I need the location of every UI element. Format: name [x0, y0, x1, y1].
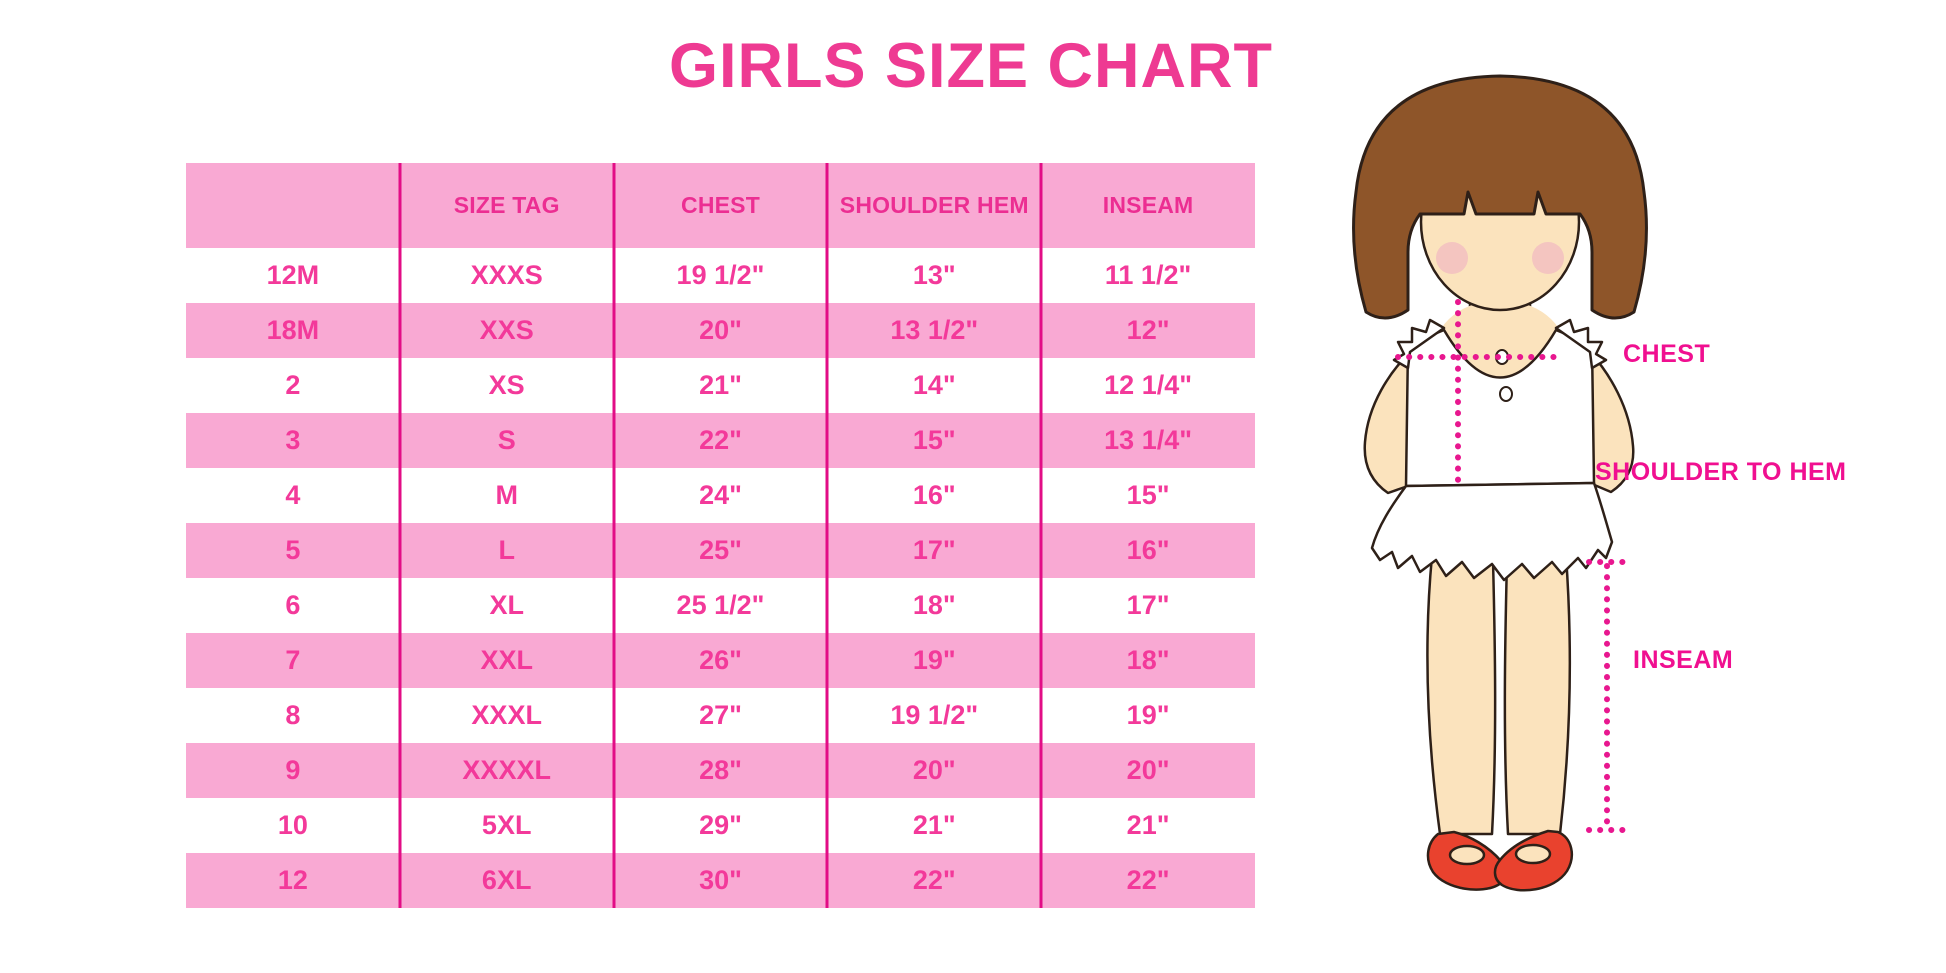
table-cell-inseam: 21" — [1126, 810, 1170, 840]
girl-hair — [1352, 74, 1648, 320]
table-cell-size: 9 — [285, 755, 301, 785]
table-cell-inseam: 15" — [1126, 480, 1170, 510]
table-row: 2 XS 21" 14" 12 1/4" — [186, 358, 1255, 413]
table-cell-inseam: 17" — [1126, 590, 1170, 620]
table-cell-size-tag: S — [497, 425, 516, 455]
table-cell-chest: 28" — [699, 755, 742, 785]
table-cell-chest: 22" — [699, 425, 742, 455]
girl-skirt — [1370, 481, 1614, 582]
table-cell-size-tag: 6XL — [481, 865, 532, 895]
table-cell-size-tag: 5XL — [481, 810, 532, 840]
red-shoes — [1426, 829, 1574, 892]
table-row: 10 5XL 29" 21" 21" — [186, 798, 1255, 853]
column-header: INSEAM — [1102, 192, 1194, 218]
table-cell-chest: 30" — [699, 865, 742, 895]
table-cell-size: 18M — [266, 315, 320, 345]
table-cell-shoulder-hem: 17" — [912, 535, 956, 565]
table-cell-shoulder-hem: 13 1/2" — [890, 315, 979, 345]
table-cell-size: 10 — [277, 810, 308, 840]
table-cell-inseam: 11 1/2" — [1104, 260, 1192, 290]
blush-right — [1532, 242, 1564, 274]
table-cell-size: 2 — [285, 370, 301, 400]
chest-label: CHEST — [1623, 340, 1711, 368]
table-cell-size: 4 — [285, 480, 301, 510]
table-row: 4 M 24" 16" 15" — [186, 468, 1255, 523]
table-cell-size: 12 — [277, 865, 308, 895]
table-cell-shoulder-hem: 15" — [912, 425, 956, 455]
table-cell-size-tag: XXXXL — [462, 755, 551, 785]
table-cell-inseam: 12" — [1126, 315, 1170, 345]
table-cell-chest: 21" — [699, 370, 742, 400]
table-cell-chest: 29" — [699, 810, 742, 840]
table-row: 5 L 25" 17" 16" — [186, 523, 1255, 578]
table-cell-size-tag: XXL — [480, 645, 533, 675]
table-cell-chest: 24" — [699, 480, 742, 510]
table-row: 7 XXL 26" 19" 18" — [186, 633, 1255, 688]
table-cell-size: 5 — [285, 535, 301, 565]
table-cell-shoulder-hem: 19" — [912, 645, 956, 675]
table-cell-size-tag: L — [498, 535, 515, 565]
column-divider — [398, 163, 402, 908]
table-cell-inseam: 18" — [1126, 645, 1170, 675]
table-cell-size: 8 — [285, 700, 301, 730]
table-cell-inseam: 22" — [1126, 865, 1170, 895]
table-cell-chest: 25 1/2" — [676, 590, 765, 620]
blush-left — [1436, 242, 1468, 274]
table-cell-shoulder-hem: 19 1/2" — [890, 700, 979, 730]
table-row: 9 XXXXL 28" 20" 20" — [186, 743, 1255, 798]
table-cell-chest: 27" — [699, 700, 742, 730]
table-cell-size-tag: XS — [488, 370, 525, 400]
table-cell-inseam: 13 1/4" — [1104, 425, 1193, 455]
size-table: SIZE TAG CHEST SHOULDER HEM INSEAM 12M XXXS 1… — [186, 163, 1255, 908]
column-divider — [825, 163, 829, 908]
column-header: CHEST — [681, 192, 760, 218]
table-cell-chest: 19 1/2" — [676, 260, 765, 290]
column-header: SIZE TAG — [453, 192, 560, 218]
table-row: 18M XXS 20" 13 1/2" 12" — [186, 303, 1255, 358]
size-table-header: SIZE TAG CHEST SHOULDER HEM INSEAM — [186, 163, 1255, 248]
table-row: 12 6XL 30" 22" 22" — [186, 853, 1255, 908]
table-cell-chest: 20" — [699, 315, 742, 345]
table-row: 3 S 22" 15" 13 1/4" — [186, 413, 1255, 468]
table-cell-inseam: 19" — [1126, 700, 1170, 730]
table-cell-inseam: 20" — [1126, 755, 1170, 785]
column-header — [186, 163, 400, 248]
table-cell-shoulder-hem: 20" — [912, 755, 956, 785]
size-table-rows: 12M XXXS 19 1/2" 13" 11 1/2" 18M XXS 20" 13 1/2"… — [186, 248, 1255, 908]
table-cell-size-tag: XXXL — [471, 700, 542, 730]
table-cell-size: 7 — [285, 645, 301, 675]
table-cell-size-tag: XL — [489, 590, 524, 620]
shoulder-to-hem-label: SHOULDER TO HEM — [1595, 458, 1847, 486]
column-divider — [1039, 163, 1043, 908]
table-cell-size: 12M — [266, 260, 320, 290]
table-cell-size-tag: XXS — [479, 315, 534, 345]
table-row: 6 XL 25 1/2" 18" 17" — [186, 578, 1255, 633]
table-cell-shoulder-hem: 22" — [912, 865, 956, 895]
table-cell-size-tag: M — [495, 480, 518, 510]
table-cell-shoulder-hem: 21" — [912, 810, 956, 840]
measurement-lines — [1395, 299, 1626, 833]
girl-head — [1352, 74, 1648, 320]
column-header: SHOULDER HEM — [839, 192, 1029, 218]
inseam-label: INSEAM — [1633, 646, 1734, 674]
table-cell-chest: 26" — [699, 645, 742, 675]
table-cell-shoulder-hem: 16" — [912, 480, 956, 510]
table-cell-size: 3 — [285, 425, 301, 455]
girl-illustration — [1352, 74, 1648, 892]
page-title: GIRLS SIZE CHART — [668, 31, 1273, 101]
table-row: 8 XXXL 27" 19 1/2" 19" — [186, 688, 1255, 743]
table-cell-chest: 25" — [699, 535, 742, 565]
table-cell-size: 6 — [285, 590, 301, 620]
table-cell-shoulder-hem: 18" — [912, 590, 956, 620]
girl-arms — [1363, 350, 1635, 495]
column-divider — [612, 163, 616, 908]
table-row: 12M XXXS 19 1/2" 13" 11 1/2" — [186, 248, 1255, 303]
girl-legs — [1426, 554, 1572, 836]
table-cell-shoulder-hem: 14" — [912, 370, 956, 400]
table-cell-inseam: 12 1/4" — [1104, 370, 1193, 400]
table-cell-size-tag: XXXS — [470, 260, 543, 290]
table-cell-inseam: 16" — [1126, 535, 1170, 565]
table-cell-shoulder-hem: 13" — [912, 260, 956, 290]
